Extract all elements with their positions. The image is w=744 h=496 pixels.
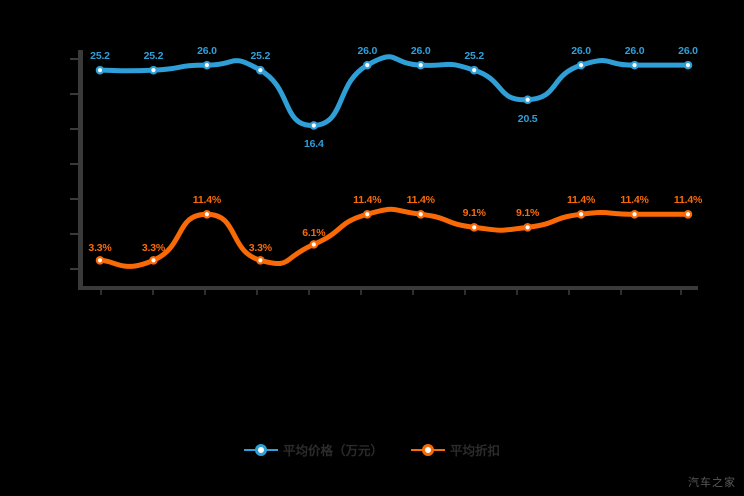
circle-outline-icon (254, 443, 267, 456)
data-point-marker (683, 60, 693, 70)
data-point-marker (256, 255, 265, 265)
x-axis-tick (256, 290, 258, 295)
legend-label-discount: 平均折扣 (450, 444, 501, 458)
data-label: 11.4% (406, 194, 435, 207)
legend-label-price: 平均价格（万元） (282, 444, 383, 458)
data-label: 26.0 (678, 45, 698, 58)
data-label: 3.3% (248, 242, 272, 255)
data-label: 11.4% (673, 194, 703, 207)
data-label: 11.4% (566, 194, 596, 207)
y-axis-tick (70, 58, 78, 60)
data-label: 9.1% (462, 207, 486, 220)
data-label: 11.4% (620, 194, 649, 207)
data-label: 11.4% (353, 194, 382, 207)
data-point-marker (202, 209, 212, 219)
data-point-marker (469, 65, 479, 75)
data-point-marker (683, 209, 693, 219)
legend-item-price[interactable]: 平均价格（万元） (243, 440, 383, 459)
data-point-marker (309, 121, 319, 130)
data-label: 3.3% (88, 242, 112, 255)
data-label: 26.0 (357, 45, 378, 58)
data-point-marker (256, 65, 265, 75)
data-point-marker (630, 60, 639, 70)
x-axis-tick (568, 290, 570, 295)
data-label: 25.2 (250, 50, 271, 63)
data-label: 26.0 (624, 45, 645, 58)
data-point-marker (576, 60, 586, 70)
x-axis-tick (152, 290, 154, 295)
x-axis-tick (100, 290, 102, 295)
data-label: 26.0 (410, 45, 431, 58)
y-axis (78, 50, 83, 290)
y-axis-tick (70, 198, 78, 200)
data-point-marker (95, 65, 105, 75)
data-point-marker (416, 60, 426, 70)
x-axis-tick (464, 290, 466, 295)
y-axis-tick (70, 93, 78, 95)
watermark: 汽车之家 (688, 477, 736, 489)
x-axis-tick (308, 290, 310, 295)
data-label: 3.3% (141, 242, 166, 255)
series-line-price (97, 54, 691, 128)
data-point-marker (309, 240, 319, 249)
data-point-marker (202, 60, 212, 70)
series-markers-discount (95, 209, 693, 265)
data-point-marker (630, 209, 639, 219)
data-point-marker (523, 95, 532, 105)
data-point-marker (416, 209, 426, 219)
data-label: 11.4% (192, 194, 222, 207)
data-point-marker (576, 209, 586, 219)
data-point-marker (523, 223, 532, 232)
data-label: 25.2 (464, 50, 484, 63)
data-point-marker (362, 60, 372, 70)
data-label: 26.0 (197, 45, 217, 58)
x-axis (78, 286, 698, 290)
data-label: 9.1% (516, 207, 540, 220)
x-axis-tick (412, 290, 414, 295)
legend-swatch-price (243, 443, 278, 456)
y-axis-tick (70, 233, 78, 235)
x-axis-tick (516, 290, 518, 295)
chart-legend: 平均价格（万元） 平均折扣 (0, 440, 744, 459)
y-axis-tick (70, 163, 78, 165)
series-line-discount (97, 206, 691, 269)
legend-item-discount[interactable]: 平均折扣 (411, 440, 500, 459)
data-label: 26.0 (571, 45, 591, 58)
data-label: 20.5 (517, 112, 538, 125)
y-axis-tick (70, 128, 78, 130)
data-label: 6.1% (302, 227, 326, 240)
x-axis-tick (360, 290, 362, 295)
data-label: 25.2 (143, 50, 164, 63)
data-label: 16.4 (303, 138, 324, 151)
y-axis-tick (70, 268, 78, 270)
x-axis-tick (204, 290, 206, 295)
circle-outline-icon (422, 443, 434, 456)
series-markers-price (95, 60, 693, 130)
data-point-marker (362, 209, 372, 219)
data-point-marker (149, 255, 158, 265)
data-point-marker (469, 223, 479, 232)
data-label: 25.2 (90, 50, 110, 63)
legend-swatch-discount (411, 443, 445, 456)
data-point-marker (149, 65, 158, 75)
x-axis-tick (680, 290, 682, 295)
x-axis-tick (620, 290, 622, 295)
data-point-marker (95, 255, 105, 265)
